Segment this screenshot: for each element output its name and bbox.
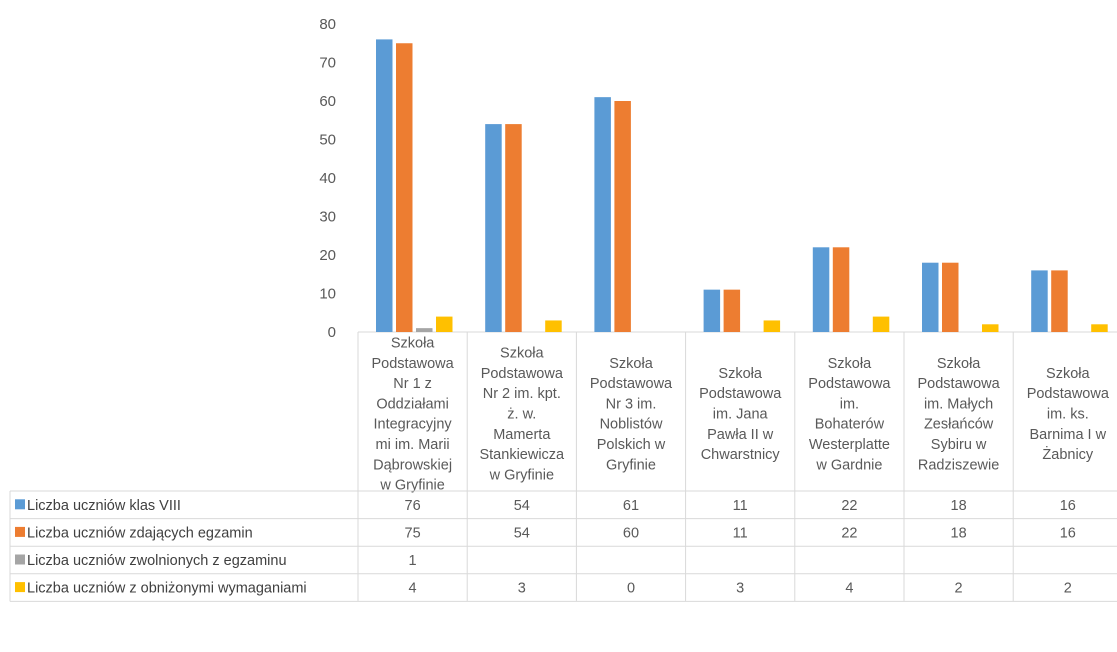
table-value: 1 bbox=[409, 553, 417, 569]
category-label: Szkoła Podstawowa Nr 2 im. kpt. ż. w. Mamert… bbox=[479, 346, 565, 484]
table-value: 18 bbox=[951, 525, 967, 541]
bar bbox=[1091, 324, 1108, 332]
legend-swatch bbox=[15, 526, 25, 537]
table-value: 2 bbox=[955, 581, 963, 597]
category-label: Szkoła Podstawowa im. Bohaterów Westerplatte… bbox=[808, 356, 891, 474]
y-tick-label: 30 bbox=[319, 209, 336, 226]
table-value: 60 bbox=[623, 525, 639, 541]
bar bbox=[832, 247, 850, 332]
bar bbox=[1031, 270, 1048, 332]
bars bbox=[376, 39, 1108, 333]
category-label: Szkoła Podstawowa im. ks. Barnima I w Żabnic… bbox=[1027, 366, 1110, 463]
legend-swatch bbox=[15, 554, 25, 565]
y-tick-label: 10 bbox=[319, 286, 336, 303]
y-tick-label: 0 bbox=[328, 324, 336, 341]
legend-label: Liczba uczniów zdających egzamin bbox=[27, 525, 253, 541]
table-value: 16 bbox=[1060, 498, 1076, 514]
bar bbox=[485, 124, 502, 332]
table-value: 22 bbox=[841, 498, 857, 514]
category-label: Szkoła Podstawowa im. Małych Zesłańców Sybir… bbox=[917, 356, 1000, 474]
y-tick-label: 80 bbox=[319, 16, 336, 33]
bar bbox=[872, 316, 890, 332]
bar bbox=[812, 247, 830, 332]
table-value: 11 bbox=[733, 525, 748, 541]
table-value: 75 bbox=[405, 525, 421, 541]
bar bbox=[703, 289, 721, 332]
bar bbox=[594, 97, 611, 333]
table-value: 16 bbox=[1060, 525, 1076, 541]
y-tick-label: 50 bbox=[319, 132, 336, 149]
table-value: 22 bbox=[841, 525, 857, 541]
bar bbox=[942, 262, 959, 332]
table-value: 4 bbox=[409, 581, 417, 597]
table-value: 76 bbox=[405, 498, 421, 514]
table-value: 11 bbox=[733, 498, 748, 514]
bar bbox=[545, 320, 562, 332]
y-tick-label: 40 bbox=[319, 170, 336, 187]
y-tick-label: 60 bbox=[319, 93, 336, 110]
category-label: Szkoła Podstawowa Nr 1 z Oddziałami Integrac… bbox=[371, 335, 454, 493]
bar bbox=[416, 328, 433, 332]
y-tick-label: 20 bbox=[319, 247, 336, 264]
bar bbox=[396, 43, 413, 332]
bar bbox=[376, 39, 393, 333]
data-table: Szkoła Podstawowa Nr 1 z Oddziałami Integrac… bbox=[9, 332, 1117, 602]
bar bbox=[982, 324, 999, 332]
bar bbox=[505, 124, 522, 332]
category-label: Szkoła Podstawowa im. Jana Pawła II w Chwars… bbox=[699, 366, 782, 463]
table-value: 0 bbox=[627, 581, 635, 597]
legend-swatch bbox=[15, 582, 25, 593]
table-value: 18 bbox=[951, 498, 967, 514]
legend-label: Liczba uczniów klas VIII bbox=[27, 498, 181, 514]
table-value: 54 bbox=[514, 498, 530, 514]
bar bbox=[1051, 270, 1068, 332]
bar bbox=[723, 289, 741, 332]
category-label: Szkoła Podstawowa Nr 3 im. Noblistów Polskic… bbox=[590, 356, 673, 474]
table-value: 4 bbox=[845, 581, 853, 597]
y-tick-label: 70 bbox=[319, 55, 336, 72]
legend-swatch bbox=[15, 499, 25, 510]
bar bbox=[436, 316, 453, 332]
legend-label: Liczba uczniów zwolnionych z egzaminu bbox=[27, 553, 287, 569]
table-value: 54 bbox=[514, 525, 530, 541]
bar bbox=[614, 101, 631, 332]
table-value: 2 bbox=[1064, 581, 1072, 597]
table-value: 3 bbox=[518, 581, 526, 597]
bar bbox=[763, 320, 781, 332]
legend-label: Liczba uczniów z obniżonymi wymaganiami bbox=[27, 581, 307, 597]
bar bbox=[922, 262, 939, 332]
table-value: 61 bbox=[623, 498, 639, 514]
table-value: 3 bbox=[736, 581, 744, 597]
